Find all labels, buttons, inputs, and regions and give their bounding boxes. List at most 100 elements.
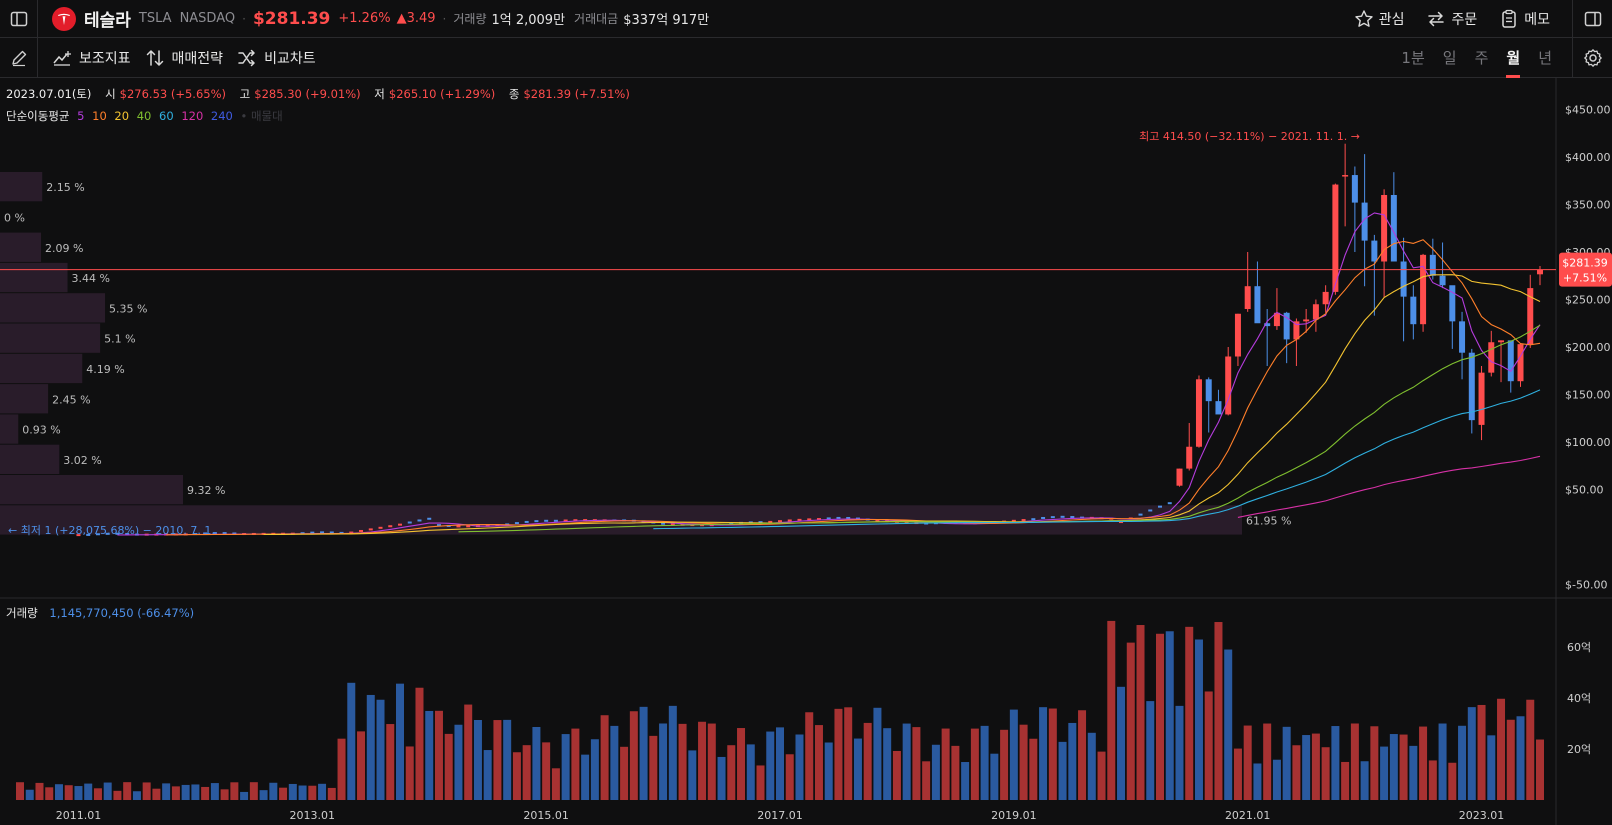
volume-bar: [249, 782, 258, 800]
volume-bar: [1350, 723, 1359, 800]
volume-bar: [483, 750, 492, 800]
candle: [787, 519, 792, 522]
volume-bar: [347, 682, 356, 800]
candle: [417, 519, 422, 522]
candle: [524, 520, 529, 523]
candle: [203, 532, 208, 535]
candle: [1507, 340, 1514, 382]
candle: [1459, 321, 1466, 353]
volume-bar: [493, 720, 502, 800]
candle: [1293, 321, 1300, 340]
volume-bar: [376, 699, 385, 800]
ma-legend[interactable]: 단순이동평균 5 10 20 40 60 120 240 • 매물대: [6, 108, 287, 124]
drawing-tool-button[interactable]: [0, 37, 38, 78]
top-bar: 테슬라 TSLA NASDAQ · $281.39 +1.26% ▲3.49 ·…: [0, 0, 1612, 38]
candle: [339, 531, 344, 534]
volume-bar: [366, 694, 375, 800]
volume-bar: [970, 728, 979, 800]
candle: [875, 519, 880, 522]
stock-ticker: TSLA: [138, 11, 172, 26]
volume-bar: [464, 704, 473, 800]
volume-bar: [737, 728, 746, 800]
volume-y-tick-label: 20억: [1567, 743, 1591, 756]
candle: [1283, 312, 1290, 340]
volume-bar: [844, 707, 853, 800]
volume-bar: [1292, 745, 1301, 800]
volume-profile-bar: [0, 172, 43, 202]
moving-average-line: [263, 274, 1541, 536]
high-annotation: 최고 414.50 (−32.11%) − 2021. 11. 1. →: [1139, 130, 1360, 143]
volume-bar: [1321, 747, 1330, 800]
x-tick-label: 2015.01: [523, 809, 569, 822]
close-label: 종: [508, 87, 520, 101]
volume-bar: [610, 725, 619, 800]
volume-bar: [269, 782, 278, 800]
x-tick-label: 2013.01: [290, 809, 336, 822]
y-tick-label: $50.00: [1565, 484, 1604, 497]
volume-y-tick-label: 60억: [1567, 641, 1591, 654]
price-chart[interactable]: $450.00$400.00$350.00$300.00$250.00$200.…: [0, 78, 1612, 825]
volume-bar: [698, 721, 707, 800]
volume-profile-label: 2.15 %: [46, 181, 84, 194]
y-tick-label: $400.00: [1565, 151, 1611, 164]
order-button[interactable]: 주문: [1426, 9, 1477, 29]
volume-bar: [454, 724, 463, 800]
volume-bar: [980, 725, 989, 800]
volume-bar: [240, 791, 249, 800]
volume-bar: [113, 790, 122, 800]
volume-bar: [74, 786, 83, 800]
right-panel-toggle-button[interactable]: [1572, 0, 1612, 38]
current-price-tag: [1559, 252, 1612, 287]
memo-button[interactable]: 메모: [1499, 9, 1550, 29]
volume-bar: [892, 750, 901, 800]
indicators-button[interactable]: 보조지표: [52, 48, 131, 68]
sidebar-toggle-button[interactable]: [0, 0, 38, 38]
volume-profile-label: 4.19 %: [86, 363, 124, 376]
period-selector: 1분 일 주 월 년: [1383, 38, 1552, 78]
candle: [1119, 521, 1124, 524]
candle: [388, 525, 393, 528]
strategy-button[interactable]: 매매전략: [145, 48, 223, 68]
chart-toolbar: 보조지표 매매전략 비교차트 1분 일 주 월 년: [0, 37, 1612, 78]
volume-bar: [1194, 639, 1203, 800]
candle: [329, 531, 334, 534]
close-value: $281.39 (+7.51%): [523, 87, 630, 101]
ma-10: 10: [92, 109, 107, 123]
candle: [310, 531, 315, 534]
candle: [563, 519, 568, 522]
period-week[interactable]: 주: [1474, 49, 1489, 67]
y-tick-label: $350.00: [1565, 199, 1611, 212]
candle: [1488, 342, 1495, 373]
volume-bar: [756, 765, 765, 800]
candle: [1011, 519, 1016, 522]
volume-profile-label: 2.45 %: [52, 393, 90, 406]
volume-bar: [834, 708, 843, 800]
compare-button[interactable]: 비교차트: [237, 48, 316, 68]
candle: [573, 519, 578, 522]
volume-bar: [259, 790, 268, 800]
ma-title: 단순이동평균: [6, 109, 70, 123]
candle: [1332, 184, 1339, 292]
volume-bar: [1068, 722, 1077, 800]
settings-button[interactable]: [1572, 38, 1612, 78]
volume-bar: [522, 745, 531, 800]
period-year[interactable]: 년: [1538, 49, 1552, 67]
volume-bar: [1370, 726, 1379, 800]
period-month[interactable]: 월: [1506, 38, 1520, 78]
volume-profile-label: 9.32 %: [187, 484, 225, 497]
high-label: 고: [239, 87, 251, 101]
volume-profile-legend: • 매물대: [240, 109, 283, 123]
candle: [1234, 313, 1241, 357]
volume-bar: [434, 710, 443, 800]
volume-bar: [1311, 733, 1320, 800]
period-1min[interactable]: 1분: [1401, 49, 1425, 67]
period-day[interactable]: 일: [1442, 49, 1457, 67]
change-percent: +1.26%: [338, 11, 391, 26]
candle: [797, 518, 802, 521]
candle: [1400, 261, 1407, 297]
volume-bar: [795, 734, 804, 800]
sort-arrows-icon: [146, 49, 163, 66]
watch-button[interactable]: 관심: [1354, 9, 1404, 29]
ma-5: 5: [77, 109, 85, 123]
low-value: $265.10 (+1.29%): [388, 87, 496, 101]
